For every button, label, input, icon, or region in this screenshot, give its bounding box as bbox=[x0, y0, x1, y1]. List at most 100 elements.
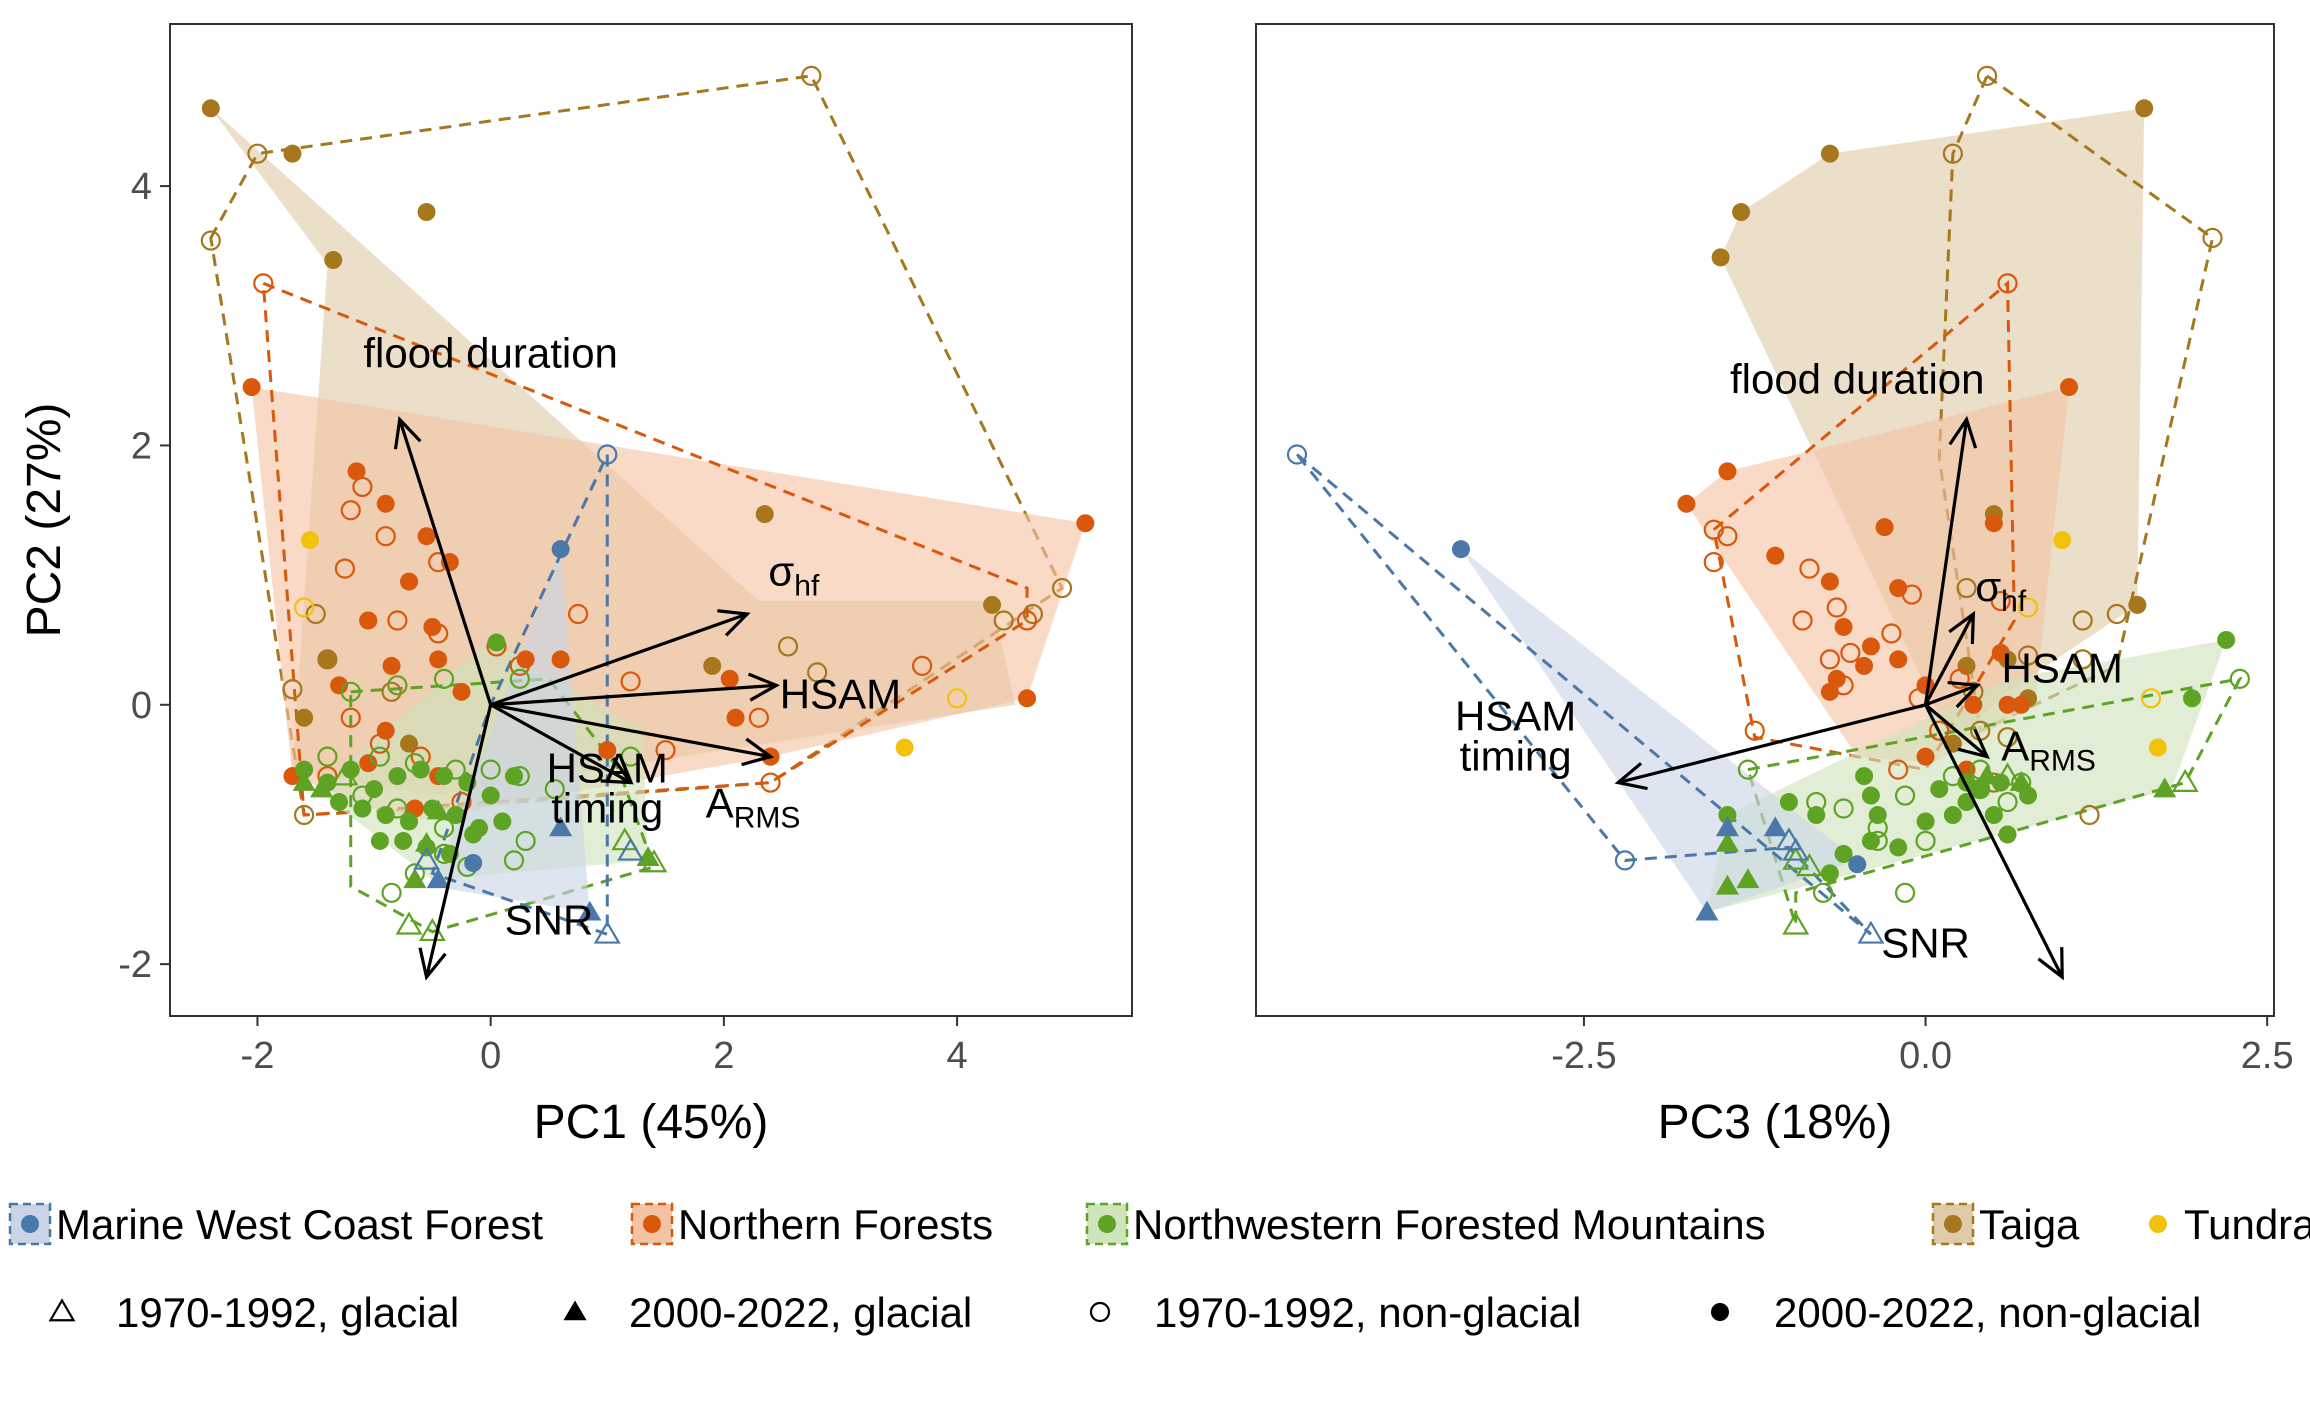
left-point-taiga-6 bbox=[777, 636, 799, 657]
right-point-taiga-5 bbox=[1956, 577, 1977, 599]
left-point-northwestern-forested-mountains-8 bbox=[480, 759, 501, 780]
left-point-marine-west-coast-forest-0 bbox=[597, 444, 618, 465]
left-point-northwestern-forested-mountains-18 bbox=[493, 812, 512, 831]
right-point-northern-forests-8 bbox=[1855, 656, 1874, 675]
legend-key-marker bbox=[563, 1300, 587, 1321]
left-point-northwestern-forested-mountains-13 bbox=[376, 806, 395, 825]
legend-key-marker bbox=[2149, 1215, 2167, 1233]
left-point-northern-forests-11 bbox=[620, 671, 641, 692]
right-point-northwestern-forested-mountains-11 bbox=[1971, 780, 1990, 799]
left-point-northern-forests-26 bbox=[598, 741, 617, 760]
left-loading-0-label: flood duration bbox=[363, 330, 618, 377]
right-point-marine-west-coast-forest-0 bbox=[1857, 920, 1885, 944]
left-point-northern-forests-6 bbox=[417, 527, 436, 546]
right-point-northwestern-forested-mountains-2 bbox=[1806, 791, 1827, 813]
legend: Marine West Coast Forest Northern Forests… bbox=[8, 1201, 2310, 1336]
legend-label: 2000-2022, non-glacial bbox=[1774, 1289, 2201, 1336]
left-y-tick-label-0: -2 bbox=[118, 944, 152, 986]
right-point-northwestern-forested-mountains-12 bbox=[1984, 806, 2003, 825]
right-point-marine-west-coast-forest-0 bbox=[1695, 900, 1719, 921]
left-point-taiga-4 bbox=[755, 505, 774, 524]
right-loading-1-label: σhf bbox=[1975, 563, 2027, 618]
left-point-northern-forests-21 bbox=[720, 669, 739, 688]
left-point-northwestern-forested-mountains-4 bbox=[317, 746, 338, 767]
left-point-northwestern-forested-mountains-6 bbox=[404, 753, 425, 774]
left-loading-5-arrow bbox=[424, 704, 493, 978]
right-x-tick-label-1: 0.0 bbox=[1899, 1035, 1952, 1077]
left-point-northern-forests-4 bbox=[428, 552, 449, 573]
left-point-northwestern-forested-mountains-5 bbox=[369, 746, 390, 767]
left-point-northwestern-forested-mountains-4 bbox=[365, 780, 384, 799]
right-point-northern-forests-6 bbox=[1820, 572, 1839, 591]
left-hull-northwestern-forested-mountains-1970-1992 bbox=[349, 677, 656, 934]
right-loading-5-label: SNR bbox=[1881, 920, 1970, 967]
right-point-northwestern-forested-mountains-0 bbox=[1715, 831, 1739, 852]
left-point-northwestern-forested-mountains-14 bbox=[503, 850, 525, 871]
legend-item-taiga: Taiga bbox=[1931, 1201, 2080, 1248]
left-point-northwestern-forested-mountains-2 bbox=[414, 831, 439, 852]
right-point-northwestern-forested-mountains-4 bbox=[1994, 762, 2022, 786]
left-point-taiga-6 bbox=[703, 656, 722, 675]
right-loading-5-arrowhead bbox=[2037, 947, 2064, 981]
right-x-axis-title: PC3 (18%) bbox=[1658, 1096, 1893, 1149]
right-point-northern-forests-2 bbox=[1718, 462, 1737, 481]
right-loading-4-label: HSAM timing bbox=[1455, 693, 1576, 780]
left-point-northwestern-forested-mountains-19 bbox=[544, 778, 565, 800]
left-point-northern-forests-24 bbox=[359, 754, 378, 773]
left-point-northwestern-forested-mountains-3 bbox=[403, 868, 427, 889]
left-point-northern-forests-17 bbox=[452, 682, 471, 701]
right-point-northern-forests-8 bbox=[1840, 642, 1861, 664]
right-point-northwestern-forested-mountains-3 bbox=[1833, 798, 1854, 819]
right-loading-2-arrow bbox=[1924, 683, 1979, 707]
right-point-northwestern-forested-mountains-2 bbox=[1715, 874, 1739, 895]
left-point-northwestern-forested-mountains-7 bbox=[445, 759, 466, 780]
legend-item-tundra: Tundra bbox=[2149, 1201, 2310, 1248]
right-point-northwestern-forested-mountains-0 bbox=[2217, 630, 2236, 649]
left-point-northern-forests-12 bbox=[330, 676, 349, 695]
right-point-northern-forests-4 bbox=[1984, 514, 2003, 533]
legend-label: Tundra bbox=[2184, 1201, 2310, 1248]
left-point-taiga-10 bbox=[282, 679, 303, 700]
left-point-taiga-12 bbox=[293, 804, 315, 826]
right-point-northern-forests-10 bbox=[1889, 650, 1908, 669]
right-point-northern-forests-17 bbox=[1929, 720, 1950, 741]
left-loading-4-arrow bbox=[489, 703, 632, 784]
right-panel-border bbox=[1255, 23, 2275, 1017]
left-loading-0-arrow bbox=[398, 419, 493, 706]
right-point-northwestern-forested-mountains-13 bbox=[1812, 882, 1834, 903]
left-x-tick-label-2: 2 bbox=[713, 1035, 734, 1077]
right-point-marine-west-coast-forest-2 bbox=[1763, 816, 1787, 837]
left-point-taiga-5 bbox=[983, 595, 1002, 614]
left-point-taiga-8 bbox=[317, 649, 338, 670]
right-point-northwestern-forested-mountains-0 bbox=[1782, 911, 1810, 935]
legend-label: Marine West Coast Forest bbox=[56, 1201, 543, 1248]
left-point-tundra-0 bbox=[300, 531, 319, 550]
left-point-northern-forests-8 bbox=[400, 572, 419, 591]
left-point-tundra-1 bbox=[946, 688, 968, 709]
right-loading-0-arrow bbox=[1923, 419, 1969, 706]
right-point-northern-forests-3 bbox=[1703, 552, 1724, 573]
left-point-marine-west-coast-forest-1 bbox=[464, 853, 483, 872]
right-loading-1-arrowhead bbox=[1948, 610, 1976, 645]
left-loading-4-arrowhead bbox=[600, 757, 634, 785]
left-point-northwestern-forested-mountains-4 bbox=[636, 846, 660, 867]
legend-label: 1970-1992, non-glacial bbox=[1154, 1289, 1581, 1336]
left-x-axis-title: PC1 (45%) bbox=[534, 1096, 769, 1149]
right-point-northern-forests-7 bbox=[1834, 617, 1853, 636]
left-point-northern-forests-14 bbox=[748, 707, 769, 728]
left-y-tick-label-2: 2 bbox=[131, 425, 152, 467]
left-point-northern-forests-16 bbox=[551, 650, 570, 669]
legend-key-marker bbox=[1711, 1303, 1729, 1321]
left-loading-2-arrow bbox=[490, 683, 777, 707]
right-point-northwestern-forested-mountains-9 bbox=[1867, 817, 1888, 839]
left-point-taiga-3 bbox=[324, 251, 343, 270]
right-point-northwestern-forested-mountains-14 bbox=[1916, 812, 1935, 831]
right-point-taiga-0 bbox=[1976, 65, 1998, 86]
left-point-northwestern-forested-mountains-19 bbox=[394, 831, 413, 850]
left-point-taiga-5 bbox=[993, 610, 1014, 631]
right-point-northern-forests-0 bbox=[1677, 494, 1696, 513]
left-point-northwestern-forested-mountains-0 bbox=[292, 771, 316, 791]
right-point-northern-forests-19 bbox=[1861, 637, 1880, 656]
left-point-taiga-0 bbox=[200, 230, 221, 251]
left-point-marine-west-coast-forest-0 bbox=[593, 920, 621, 944]
